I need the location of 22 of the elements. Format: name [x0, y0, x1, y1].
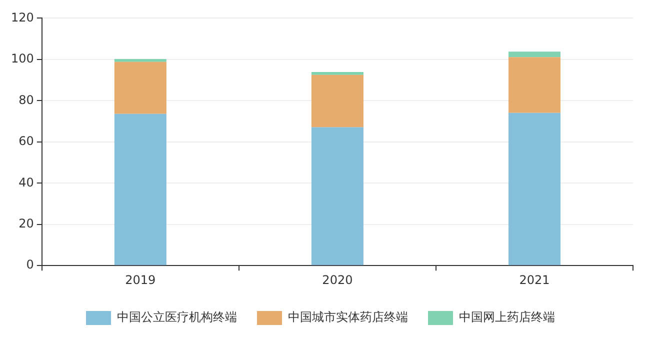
- bar: [508, 52, 560, 58]
- y-tick-label: 0: [26, 258, 34, 272]
- bar: [114, 114, 166, 266]
- x-tick-label: 2020: [322, 272, 353, 287]
- bar: [114, 62, 166, 114]
- bar: [311, 74, 364, 128]
- y-tick-label: 60: [18, 134, 34, 148]
- y-tick-label: 20: [18, 216, 34, 230]
- y-tick-label: 80: [18, 92, 34, 107]
- bar: [311, 72, 364, 75]
- legend-label: 中国网上药店终端: [459, 310, 555, 324]
- legend-label: 中国公立医疗机构终端: [117, 310, 237, 324]
- y-tick-label: 40: [18, 175, 34, 190]
- x-tick-label: 2021: [519, 272, 550, 287]
- legend-label: 中国城市实体药店终端: [288, 310, 408, 324]
- bar: [311, 127, 364, 266]
- y-tick-label: 120: [11, 10, 34, 24]
- bar: [114, 59, 166, 62]
- bar: [508, 112, 560, 266]
- x-tick-label: 2019: [125, 272, 156, 287]
- y-tick-label: 100: [11, 52, 34, 66]
- bar: [508, 57, 560, 113]
